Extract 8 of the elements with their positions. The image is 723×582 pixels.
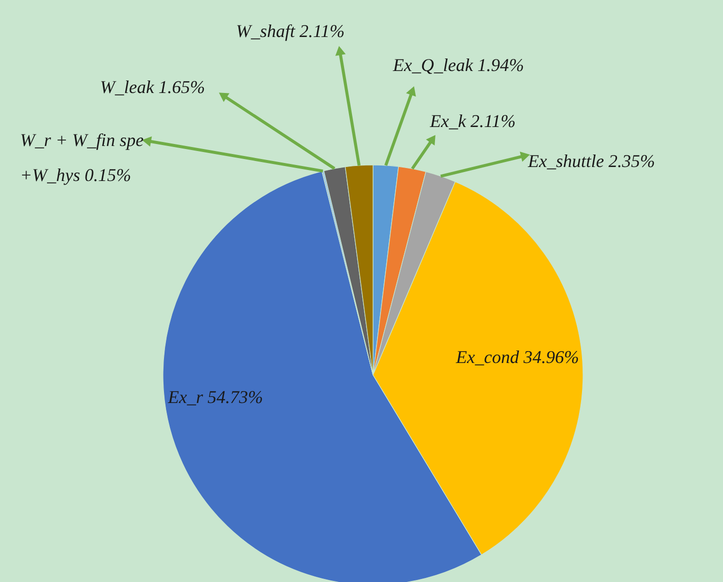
slice-label: W_r + W_fin spe +W_hys 0.15% xyxy=(20,130,144,185)
slice-label: Ex_cond 34.96% xyxy=(455,347,579,367)
slice-label: Ex_r 54.73% xyxy=(167,387,263,407)
slice-label: Ex_Q_leak 1.94% xyxy=(392,55,524,75)
slice-label: W_leak 1.65% xyxy=(100,77,205,97)
slice-label: Ex_k 2.11% xyxy=(429,111,516,131)
slice-label: Ex_shuttle 2.35% xyxy=(527,151,655,171)
slice-label: W_shaft 2.11% xyxy=(236,21,345,41)
